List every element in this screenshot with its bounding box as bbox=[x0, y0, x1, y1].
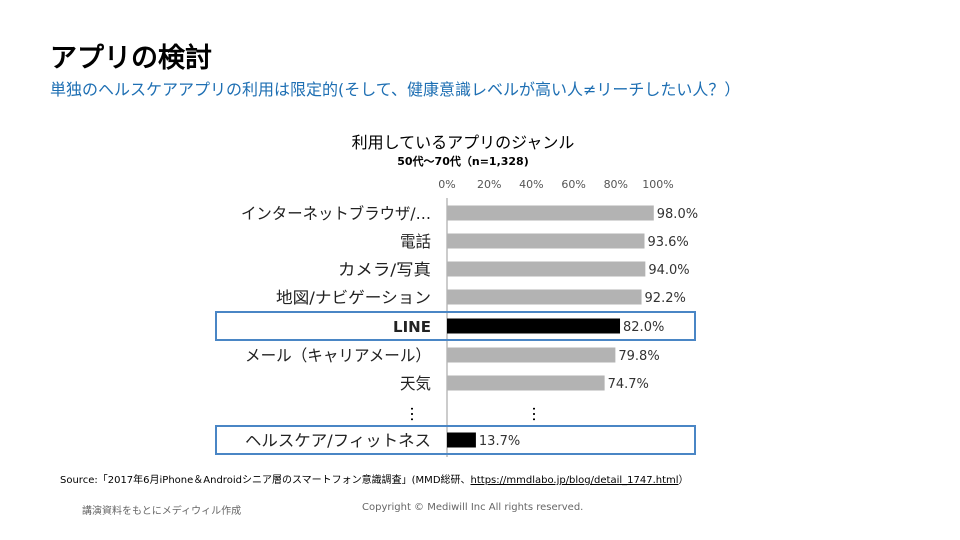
data-label: 82.0% bbox=[623, 320, 664, 335]
vertical-ellipsis: … bbox=[407, 406, 426, 422]
bar bbox=[447, 347, 616, 363]
x-tick-label: 100% bbox=[642, 178, 673, 191]
source-title: 2017年6月iPhone＆Androidシニア層のスマートフォン意識調査 bbox=[107, 475, 402, 486]
category-label: 天気 bbox=[400, 374, 431, 393]
chart-subtitle: 50代～70代（n=1,328) bbox=[397, 154, 528, 168]
category-label: カメラ/写真 bbox=[338, 260, 431, 279]
bar bbox=[447, 375, 605, 391]
x-tick-label: 60% bbox=[561, 178, 585, 191]
data-label: 74.7% bbox=[608, 377, 649, 392]
data-label: 92.2% bbox=[645, 291, 686, 306]
footer-credit: 講演資料をもとにメディウィル作成 bbox=[82, 506, 242, 517]
highlight-box bbox=[215, 311, 696, 341]
bar bbox=[447, 233, 645, 249]
data-label: 79.8% bbox=[618, 349, 659, 364]
category-label: インターネットブラウザ/… bbox=[241, 204, 431, 223]
category-label: メール（キャリアメール） bbox=[245, 346, 431, 365]
source-suffix: ） bbox=[678, 475, 689, 486]
x-tick-label: 80% bbox=[604, 178, 628, 191]
data-label: 94.0% bbox=[648, 263, 689, 278]
x-tick-label: 0% bbox=[438, 178, 455, 191]
category-label: 電話 bbox=[400, 232, 431, 251]
vertical-ellipsis: … bbox=[529, 406, 548, 422]
data-label: 98.0% bbox=[657, 207, 698, 222]
chart-title: 利用しているアプリのジャンル bbox=[352, 133, 575, 152]
data-label: 13.7% bbox=[479, 434, 520, 449]
bar bbox=[447, 289, 642, 305]
source-note: Source:「2017年6月iPhone＆Androidシニア層のスマートフォ… bbox=[60, 471, 689, 486]
bar bbox=[447, 318, 621, 334]
x-tick-label: 40% bbox=[519, 178, 543, 191]
category-label: LINE bbox=[393, 318, 431, 336]
x-tick-label: 20% bbox=[477, 178, 501, 191]
highlight-box bbox=[215, 425, 696, 455]
source-prefix: Source:「 bbox=[60, 475, 108, 486]
category-label: ヘルスケア/フィットネス bbox=[245, 431, 431, 450]
footer-copyright: Copyright © Mediwill Inc All rights rese… bbox=[362, 502, 584, 513]
data-label: 93.6% bbox=[647, 235, 688, 250]
source-middle: 」(MMD総研、 bbox=[401, 475, 471, 486]
source-link[interactable]: https://mmdlabo.jp/blog/detail_1747.html bbox=[470, 475, 679, 486]
category-label: 地図/ナビゲーション bbox=[276, 288, 431, 307]
slide-title: アプリの検討 bbox=[50, 43, 212, 74]
bar bbox=[447, 432, 476, 448]
bar bbox=[447, 261, 646, 277]
bar bbox=[447, 205, 654, 221]
slide-subtitle: 単独のヘルスケアアプリの利用は限定的(そして、健康意識レベルが高い人≠リーチした… bbox=[50, 80, 741, 99]
